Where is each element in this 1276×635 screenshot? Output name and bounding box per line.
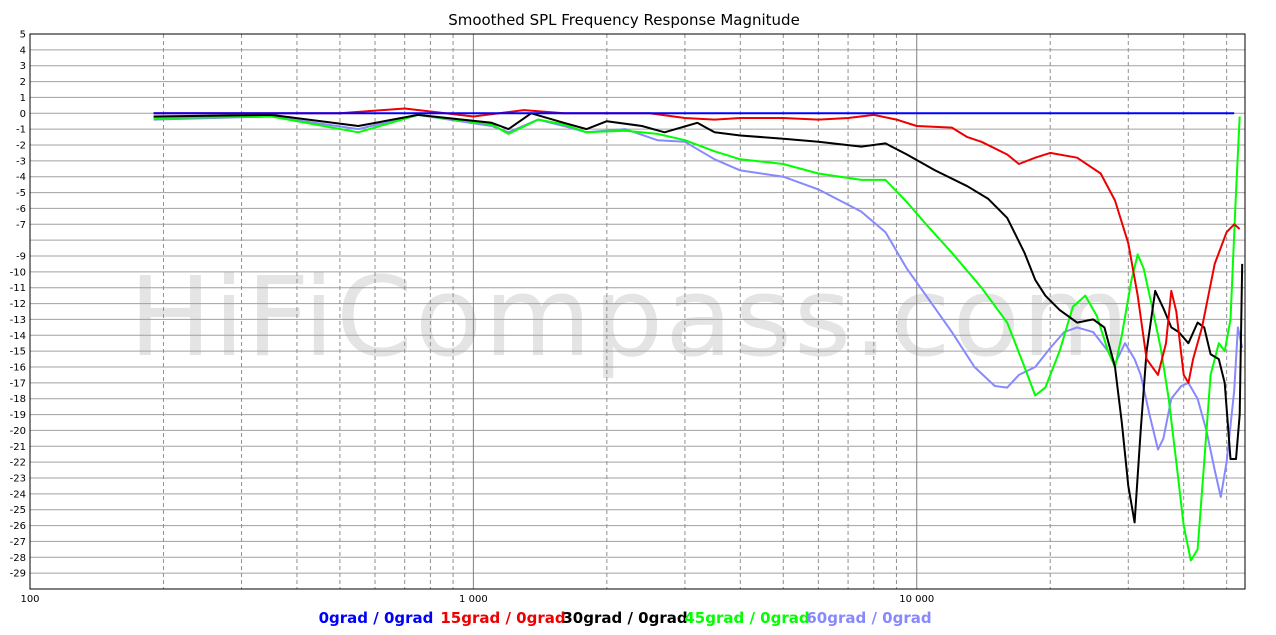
y-tick-label: -19	[10, 410, 26, 421]
y-tick-label: -10	[10, 267, 26, 278]
y-tick-label: 2	[20, 77, 26, 88]
y-tick-label: -21	[10, 442, 26, 453]
y-tick-label: 5	[20, 30, 26, 41]
y-tick-label: -4	[16, 172, 26, 183]
legend-entry: 15grad / 0grad	[440, 609, 565, 627]
y-tick-label: -20	[10, 426, 26, 437]
y-tick-label: -3	[16, 156, 26, 167]
y-tick-label: -18	[10, 394, 26, 405]
legend-entry: 0grad / 0grad	[319, 609, 434, 627]
y-axis-ticks: 5 4 3 2 1 0 -1 -2 -3 -4 -5 -6 -7 -9 -10 -11 -12 -13 -14 -15…	[10, 30, 26, 580]
y-tick-label: -23	[10, 474, 26, 485]
y-tick-label: -27	[10, 537, 26, 548]
x-axis-ticks: 100 1 000 10 000	[20, 594, 934, 605]
y-tick-label: 1	[20, 93, 26, 104]
series-layer	[153, 107, 1244, 562]
y-tick-label: -29	[10, 569, 26, 580]
y-tick-label: -15	[10, 347, 26, 358]
x-tick-label: 1 000	[459, 594, 488, 605]
y-tick-label: -17	[10, 378, 26, 389]
series-line-30grad	[153, 112, 1244, 524]
y-tick-label: -16	[10, 363, 26, 374]
y-tick-label: -9	[16, 252, 26, 263]
y-tick-label: -22	[10, 458, 26, 469]
legend-entry: 60grad / 0grad	[806, 609, 931, 627]
y-tick-label: 3	[20, 61, 26, 72]
y-tick-label: -26	[10, 521, 26, 532]
watermark-text: HiFiCompass.com	[129, 253, 1131, 381]
y-tick-label: 4	[20, 45, 26, 56]
y-tick-label: 0	[20, 109, 26, 120]
y-tick-label: -5	[16, 188, 26, 199]
legend-entry: 30grad / 0grad	[562, 609, 687, 627]
series-line-45grad	[153, 113, 1241, 562]
watermark-layer: HiFiCompass.com	[129, 253, 1131, 381]
y-tick-label: -24	[10, 489, 26, 500]
plot-frame	[29, 33, 1246, 590]
y-tick-label: -13	[10, 315, 26, 326]
x-tick-label: 10 000	[899, 594, 934, 605]
y-tick-label: -28	[10, 553, 26, 564]
series-line-15grad	[153, 107, 1241, 384]
x-tick-label: 100	[20, 594, 39, 605]
y-tick-label: -25	[10, 505, 26, 516]
y-tick-label: -14	[10, 331, 26, 342]
grid-layer	[30, 34, 1245, 589]
chart-title: Smoothed SPL Frequency Response Magnitud…	[448, 11, 800, 29]
y-tick-label: -6	[16, 204, 26, 215]
y-tick-label: -2	[16, 141, 26, 152]
y-tick-label: -1	[16, 125, 26, 136]
y-tick-label: -12	[10, 299, 26, 310]
legend-entry: 45grad / 0grad	[684, 609, 809, 627]
y-tick-label: -11	[10, 283, 26, 294]
y-tick-label: -7	[16, 220, 26, 231]
